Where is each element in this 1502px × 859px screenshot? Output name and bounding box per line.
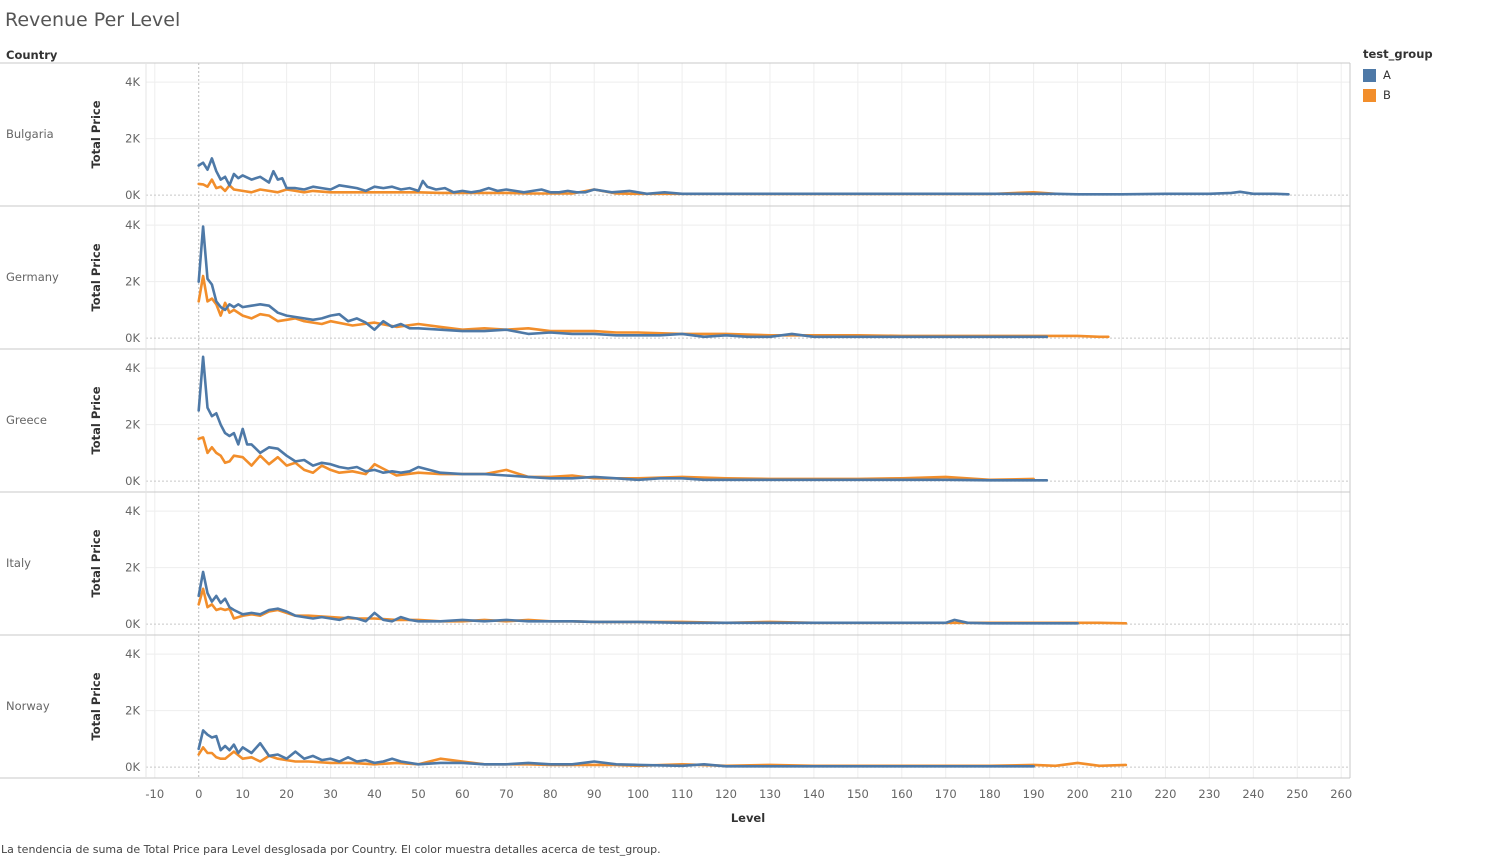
x-tick-label: 180: [979, 787, 1001, 801]
x-tick-label: 80: [543, 787, 558, 801]
row-label-norway: Norway: [6, 699, 50, 713]
x-tick-label: 160: [891, 787, 913, 801]
legend: test_group A B: [1363, 47, 1433, 105]
x-tick-label: 90: [587, 787, 602, 801]
series-line-a-norway: [197, 729, 1035, 768]
x-tick-label: 130: [759, 787, 781, 801]
chart-caption: La tendencia de suma de Total Price para…: [1, 843, 661, 856]
y-tick-label: 0K: [125, 331, 140, 345]
x-tick-label: 210: [1111, 787, 1133, 801]
x-tick-label: 10: [235, 787, 250, 801]
series-line-a-bulgaria: [197, 157, 1290, 196]
y-tick-label: 0K: [125, 188, 140, 202]
y-axis-title: Total Price: [89, 243, 103, 311]
x-tick-label: 260: [1330, 787, 1352, 801]
series-line-b-greece: [197, 436, 1035, 482]
y-tick-label: 4K: [125, 75, 140, 89]
series-line-a-italy: [197, 570, 1079, 625]
x-tick-label: 200: [1067, 787, 1089, 801]
legend-title: test_group: [1363, 47, 1433, 61]
row-label-italy: Italy: [6, 556, 31, 570]
y-tick-label: 2K: [125, 561, 140, 575]
y-tick-label: 4K: [125, 218, 140, 232]
y-tick-label: 0K: [125, 474, 140, 488]
y-axis-title: Total Price: [89, 529, 103, 597]
legend-item-b[interactable]: B: [1363, 85, 1433, 105]
y-axis-title: Total Price: [89, 672, 103, 740]
y-tick-label: 0K: [125, 760, 140, 774]
x-axis-title: Level: [731, 811, 765, 825]
x-tick-label: 250: [1286, 787, 1308, 801]
row-label-bulgaria: Bulgaria: [6, 127, 54, 141]
x-tick-label: 20: [279, 787, 294, 801]
x-tick-label: 190: [1023, 787, 1045, 801]
legend-label-b: B: [1383, 88, 1391, 102]
x-tick-label: 60: [455, 787, 470, 801]
legend-swatch-a: [1363, 68, 1376, 82]
x-tick-label: 120: [715, 787, 737, 801]
y-tick-label: 0K: [125, 617, 140, 631]
legend-item-a[interactable]: A: [1363, 65, 1433, 85]
y-tick-label: 2K: [125, 275, 140, 289]
series-line-a-greece: [197, 355, 1049, 482]
x-tick-label: 140: [803, 787, 825, 801]
x-tick-label: 170: [935, 787, 957, 801]
x-tick-label: 220: [1154, 787, 1176, 801]
x-tick-label: 240: [1242, 787, 1264, 801]
row-label-germany: Germany: [6, 270, 59, 284]
y-axis-title: Total Price: [89, 386, 103, 454]
series-line-b-norway: [197, 746, 1128, 768]
x-tick-label: 40: [367, 787, 382, 801]
x-tick-label: 100: [627, 787, 649, 801]
y-tick-label: 4K: [125, 361, 140, 375]
row-label-greece: Greece: [6, 413, 47, 427]
y-tick-label: 2K: [125, 418, 140, 432]
x-tick-label: 50: [411, 787, 426, 801]
series-line-b-germany: [197, 274, 1110, 339]
x-tick-label: -10: [145, 787, 164, 801]
series-line-b-italy: [197, 587, 1128, 625]
y-tick-label: 2K: [125, 704, 140, 718]
y-tick-label: 4K: [125, 647, 140, 661]
x-tick-label: 0: [195, 787, 202, 801]
y-tick-label: 4K: [125, 504, 140, 518]
y-axis-title: Total Price: [89, 100, 103, 168]
x-tick-label: 150: [847, 787, 869, 801]
page-title: Revenue Per Level: [5, 9, 181, 31]
x-tick-label: 30: [323, 787, 338, 801]
series-line-a-germany: [197, 225, 1049, 339]
y-tick-label: 2K: [125, 132, 140, 146]
x-tick-label: 70: [499, 787, 514, 801]
legend-swatch-b: [1363, 88, 1376, 102]
chart: 0K 2K 4K Bulgaria Total Price 0K 2K 4K Germany To…: [0, 62, 1352, 825]
x-tick-label: 230: [1198, 787, 1220, 801]
legend-label-a: A: [1383, 68, 1391, 82]
facet-header: Country: [6, 48, 58, 62]
x-tick-label: 110: [671, 787, 693, 801]
